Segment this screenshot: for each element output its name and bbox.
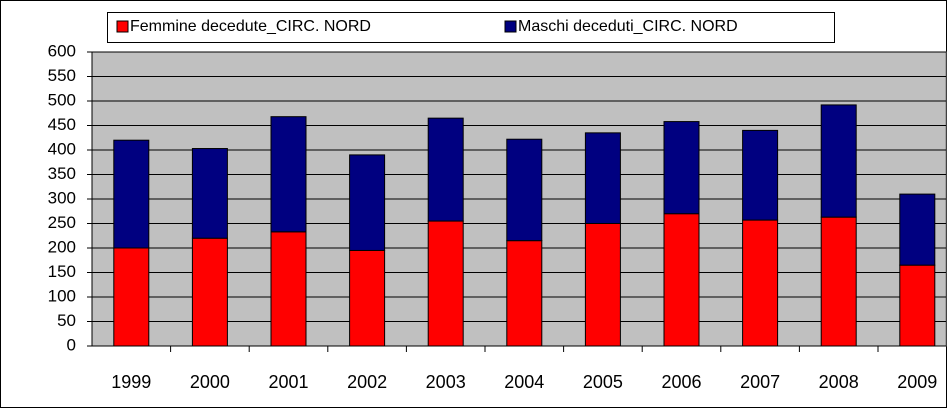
bar-segment (270, 231, 307, 347)
bar-segment (113, 139, 150, 249)
y-tick-label: 300 (48, 188, 76, 207)
x-tick-label: 1999 (111, 372, 151, 392)
y-tick-label: 150 (48, 262, 76, 281)
bar-segment (742, 129, 779, 221)
y-tick-label: 50 (57, 311, 76, 330)
bar-segment (427, 117, 464, 222)
x-tick-label: 2005 (583, 372, 623, 392)
legend-label: Femmine decedute_CIRC. NORD (130, 18, 371, 35)
bar-segment (113, 247, 150, 347)
bar-segment (506, 138, 543, 242)
x-tick-label: 2004 (504, 372, 544, 392)
legend-box (107, 12, 835, 43)
x-tick-label: 2006 (661, 372, 701, 392)
x-tick-label: 2009 (897, 372, 937, 392)
bar-segment (349, 154, 386, 251)
bar-segment (506, 240, 543, 347)
bar-segment (742, 219, 779, 347)
legend-swatch (116, 20, 129, 33)
y-tick-label: 600 (48, 41, 76, 60)
bar-segment (820, 104, 857, 218)
bar-segment (427, 220, 464, 347)
bar-segment (663, 213, 700, 347)
bar-segment (191, 148, 228, 239)
y-tick-label: 100 (48, 286, 76, 305)
bar-segment (584, 132, 621, 225)
y-tick-label: 350 (48, 164, 76, 183)
x-tick-label: 2008 (819, 372, 859, 392)
bar-segment (899, 264, 936, 347)
y-tick-label: 400 (48, 139, 76, 158)
y-tick-label: 500 (48, 90, 76, 109)
x-tick-label: 2000 (190, 372, 230, 392)
y-tick-label: 250 (48, 213, 76, 232)
legend-swatch (504, 20, 517, 33)
bar-segment (899, 193, 936, 266)
x-tick-label: 2003 (426, 372, 466, 392)
bar-segment (270, 116, 307, 233)
bar-segment (349, 249, 386, 347)
y-tick-label: 450 (48, 115, 76, 134)
y-tick-label: 0 (67, 335, 76, 354)
bar-segment (191, 237, 228, 347)
bar-segment (663, 121, 700, 215)
x-tick-label: 2002 (347, 372, 387, 392)
y-tick-label: 550 (48, 66, 76, 85)
bar-segment (820, 216, 857, 347)
y-tick-label: 200 (48, 237, 76, 256)
bar-segment (584, 223, 621, 347)
x-tick-label: 2007 (740, 372, 780, 392)
x-tick-label: 2001 (268, 372, 308, 392)
legend-label: Maschi deceduti_CIRC. NORD (518, 18, 738, 35)
